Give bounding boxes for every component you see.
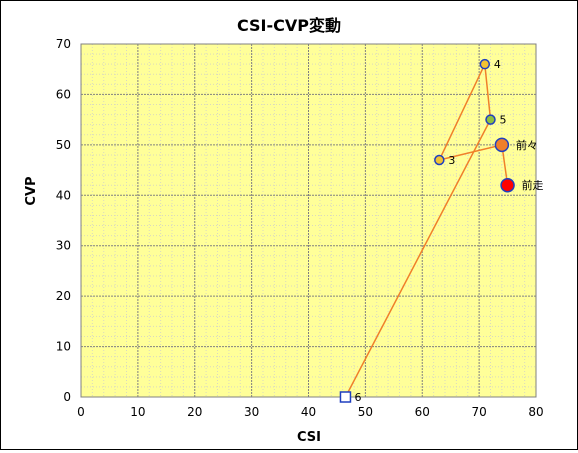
- y-tick-label: 50: [56, 138, 71, 152]
- data-point-marker: [485, 114, 496, 125]
- y-tick-label: 60: [56, 87, 71, 101]
- data-point-marker: [479, 58, 491, 70]
- x-tick-label: 60: [415, 405, 430, 419]
- data-point-label: 前走: [522, 178, 544, 192]
- y-tick-label: 40: [56, 188, 71, 202]
- y-tick-label: 70: [56, 37, 71, 51]
- y-tick-label: 30: [56, 239, 71, 253]
- data-point-label: 6: [354, 391, 361, 404]
- data-point-marker: [434, 154, 445, 166]
- x-tick-label: 10: [130, 405, 145, 419]
- y-tick-label: 10: [56, 340, 71, 354]
- data-point-marker: [339, 391, 352, 403]
- data-point-label: 前々: [516, 138, 538, 152]
- x-tick-label: 30: [244, 405, 259, 419]
- x-tick-label: 80: [528, 405, 543, 419]
- chart-title: CSI-CVP変動: [237, 16, 341, 35]
- x-tick-label: 50: [358, 405, 373, 419]
- data-point-marker: [494, 137, 510, 153]
- x-axis-label: CSI: [297, 430, 321, 445]
- plot-border: [80, 43, 537, 398]
- x-tick-label: 20: [187, 405, 202, 419]
- y-axis-label: CVP: [24, 176, 39, 205]
- x-tick-label: 0: [77, 405, 85, 419]
- data-point-marker: [500, 177, 515, 193]
- y-tick-label: 0: [63, 390, 71, 404]
- y-tick-label: 20: [56, 289, 71, 303]
- data-point-label: 5: [500, 114, 507, 127]
- x-tick-label: 40: [301, 405, 316, 419]
- x-tick-label: 70: [471, 405, 486, 419]
- data-point-label: 3: [448, 154, 455, 167]
- data-point-label: 4: [494, 58, 501, 71]
